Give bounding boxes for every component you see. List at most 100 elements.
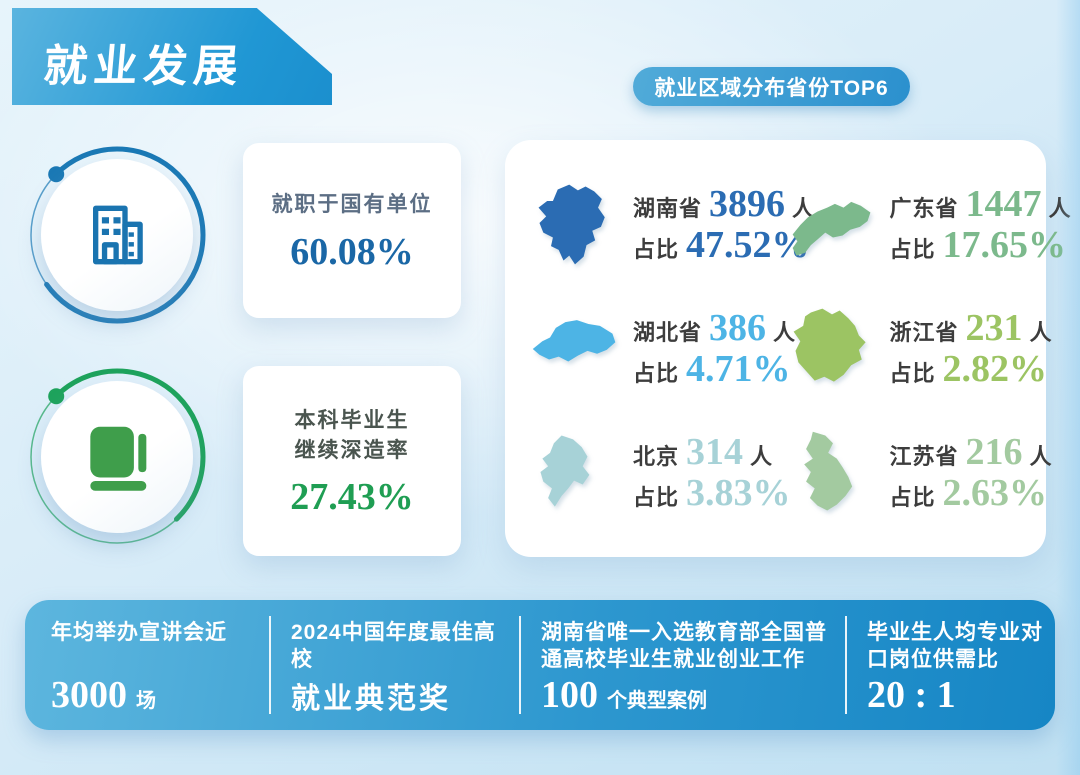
stat-item-job-fairs: 年均举办宣讲会近 3000 场 [25, 600, 269, 730]
province-ratio: 4.71% [686, 347, 791, 390]
state-owned-stat-card: 就职于国有单位 60.08% [243, 143, 461, 318]
province-name: 浙江省 [889, 319, 959, 345]
province-ratio: 17.65% [942, 223, 1067, 266]
stat-label-line1: 本科毕业生 [294, 408, 410, 432]
blue-ring [28, 146, 206, 324]
province-count-unit: 人 [750, 444, 774, 470]
province-count-line: 北京 314 人 [633, 433, 791, 471]
stat-item-typical-cases: 湖南省唯一入选教育部全国普通高校毕业生就业创业工作 100 个典型案例 [521, 600, 845, 730]
stat-number: 20 : 1 [867, 674, 956, 716]
province-item-jiangsu: 江苏省 216 人 占比 2.63% [784, 411, 1052, 535]
province-count-unit: 人 [773, 319, 797, 345]
province-count-line: 江苏省 216 人 [890, 433, 1053, 471]
province-item-guangdong: 广东省 1447 人 占比 17.65% [784, 162, 1071, 286]
stat-item-label: 湖南省唯一入选教育部全国普通高校毕业生就业创业工作 [541, 621, 827, 671]
book-icon [90, 426, 147, 491]
province-count-line: 湖北省 386 人 [633, 309, 796, 347]
province-count-unit: 人 [1048, 195, 1072, 221]
ratio-label: 占比 [889, 236, 936, 262]
further-study-stat-card: 本科毕业生 继续深造率 27.43% [243, 366, 461, 556]
province-ratio-line: 占比 3.83% [633, 474, 791, 512]
stat-number: 100 [541, 674, 598, 716]
stat-item-label: 2024中国年度最佳高校 [291, 621, 496, 671]
guangdong-map-icon [792, 202, 870, 256]
green-ring [28, 368, 206, 546]
zhejiang-map-icon [793, 309, 866, 383]
stat-label: 就职于国有单位 [271, 193, 433, 217]
province-ratio: 47.52% [686, 223, 810, 266]
province-count-unit: 人 [1029, 319, 1053, 345]
province-count: 231 [965, 306, 1023, 349]
hubei-map-icon [532, 320, 616, 362]
province-text: 北京 314 人 占比 3.83% [633, 433, 791, 512]
province-count-unit: 人 [1029, 444, 1053, 470]
province-count-line: 浙江省 231 人 [890, 309, 1053, 347]
province-ratio: 2.82% [942, 347, 1048, 390]
stat-label: 本科毕业生 继续深造率 [295, 406, 410, 467]
province-text: 湖南省 3896 人 占比 47.52% [633, 185, 815, 264]
ratio-label: 占比 [633, 485, 680, 511]
province-text: 江苏省 216 人 占比 2.63% [890, 433, 1053, 512]
province-text: 浙江省 231 人 占比 2.82% [890, 309, 1053, 388]
stat-circle-disc [41, 381, 193, 533]
ratio-label: 占比 [889, 360, 936, 386]
stat-item-value: 100 个典型案例 [541, 676, 837, 714]
stat-number: 3000 [51, 674, 127, 716]
province-ratio-line: 占比 17.65% [890, 226, 1072, 264]
province-name: 北京 [633, 444, 680, 470]
ratio-label: 占比 [889, 485, 936, 511]
province-count-line: 湖南省 3896 人 [633, 185, 815, 223]
further-study-stat-circle [26, 366, 208, 548]
province-count: 1447 [965, 182, 1042, 225]
province-ratio-line: 占比 2.63% [890, 474, 1053, 512]
province-count: 216 [965, 431, 1023, 474]
stat-item-supply-demand-ratio: 毕业生人均专业对口岗位供需比 20 : 1 [847, 600, 1055, 730]
province-text: 湖北省 386 人 占比 4.71% [633, 309, 796, 388]
stat-item-value: 3000 场 [51, 676, 261, 714]
provinces-panel: 湖南省 3896 人 占比 47.52% 广东省 1447 人 [505, 140, 1071, 557]
stat-item-best-university-award: 2024中国年度最佳高校 就业典范奖 [271, 600, 519, 730]
stat-item-label: 毕业生人均专业对口岗位供需比 [867, 621, 1043, 671]
province-ratio: 3.83% [686, 472, 791, 515]
province-text: 广东省 1447 人 占比 17.65% [890, 185, 1072, 264]
province-count: 386 [709, 306, 767, 349]
page-title: 就业发展 [41, 42, 246, 91]
building-icon [93, 205, 143, 265]
province-item-hubei: 湖北省 386 人 占比 4.71% [527, 286, 795, 410]
top6-badge: 就业区域分布省份TOP6 [633, 67, 910, 106]
jiangsu-map-icon [803, 431, 852, 511]
ratio-label: 占比 [633, 360, 680, 386]
divider [845, 616, 847, 714]
stat-value: 60.08% [290, 230, 414, 273]
stat-value: 27.43% [290, 476, 414, 519]
stat-item-label: 年均举办宣讲会近 [51, 621, 227, 644]
province-count-unit: 人 [792, 195, 816, 221]
stat-unit: 个典型案例 [607, 690, 707, 712]
stat-item-value: 20 : 1 [867, 676, 1047, 714]
province-item-zhejiang: 浙江省 231 人 占比 2.82% [784, 286, 1052, 410]
ratio-label: 占比 [633, 236, 680, 262]
province-ratio-line: 占比 47.52% [633, 226, 815, 264]
province-ratio-line: 占比 2.82% [890, 350, 1053, 388]
achievements-bar: 年均举办宣讲会近 3000 场 2024中国年度最佳高校 就业典范奖 湖南省唯一… [25, 600, 1055, 730]
section-title-banner: 就业发展 [12, 8, 332, 105]
stat-unit: 场 [136, 690, 156, 712]
province-count-line: 广东省 1447 人 [890, 185, 1072, 223]
divider [519, 616, 521, 714]
province-ratio-line: 占比 4.71% [633, 350, 796, 388]
hunan-map-icon [538, 184, 605, 265]
province-name: 广东省 [889, 195, 959, 221]
province-name: 江苏省 [889, 444, 959, 470]
stat-highlight: 就业典范奖 [291, 683, 452, 715]
stat-label-line2: 继续深造率 [294, 439, 410, 462]
province-count: 3896 [709, 182, 786, 225]
province-item-hunan: 湖南省 3896 人 占比 47.52% [527, 162, 814, 286]
stat-circle-disc [41, 159, 193, 311]
divider [269, 616, 271, 714]
province-item-beijing: 北京 314 人 占比 3.83% [527, 411, 791, 535]
province-name: 湖南省 [633, 195, 703, 221]
province-count: 314 [686, 431, 744, 474]
state-owned-stat-circle [26, 144, 208, 326]
province-ratio: 2.63% [942, 472, 1048, 515]
